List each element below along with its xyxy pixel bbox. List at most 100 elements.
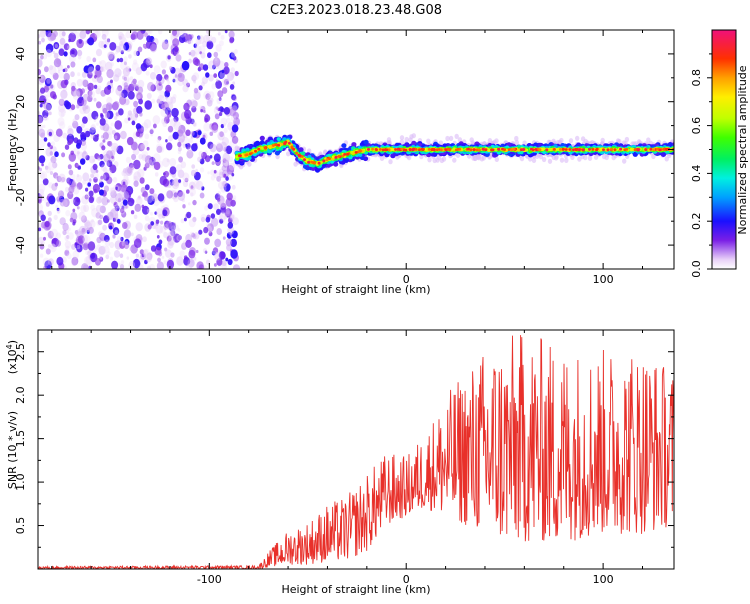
noise-blob [160, 220, 164, 225]
noise-blob [177, 146, 182, 152]
noise-blob [157, 257, 161, 263]
noise-blob [118, 33, 126, 43]
noise-blob [53, 42, 60, 50]
noise-blob [82, 93, 89, 102]
noise-blob [170, 252, 175, 258]
noise-blob [82, 79, 89, 88]
noise-blob [172, 38, 180, 47]
noise-blob [123, 42, 130, 51]
noise-blob [81, 99, 87, 106]
noise-blob [127, 197, 135, 207]
noise-blob [207, 141, 214, 149]
noise-blob [231, 72, 235, 78]
noise-blob [95, 48, 103, 57]
noise-blob [56, 207, 60, 212]
noise-blob [208, 91, 215, 99]
noise-blob [119, 207, 125, 214]
noise-blob [171, 177, 180, 187]
noise-blob [156, 85, 163, 93]
trace-halo [388, 159, 393, 165]
noise-blob [221, 180, 226, 187]
noise-blob [87, 95, 93, 103]
noise-blob [193, 256, 197, 261]
noise-blob [49, 83, 56, 91]
noise-blob [132, 59, 138, 65]
noise-blob [191, 143, 198, 152]
noise-blob [184, 109, 192, 119]
noise-blob [133, 159, 141, 170]
noise-blob [87, 66, 95, 75]
noise-blob [204, 155, 211, 163]
noise-blob [100, 173, 107, 181]
noise-blob [76, 174, 83, 183]
noise-blob [207, 171, 210, 175]
noise-blob [88, 178, 92, 182]
noise-blob [76, 182, 83, 190]
noise-blob [139, 143, 146, 152]
noise-blob [68, 54, 76, 63]
noise-blob [177, 191, 186, 201]
noise-blob [154, 211, 158, 215]
noise-blob [49, 151, 54, 156]
noise-blob [76, 104, 80, 109]
noise-blob [97, 219, 103, 226]
noise-blob [197, 35, 205, 45]
noise-blob [223, 78, 229, 86]
noise-blob [38, 155, 46, 164]
noise-blob [167, 236, 175, 246]
noise-blob [93, 176, 98, 183]
noise-blob [76, 151, 80, 155]
noise-blob [195, 168, 198, 173]
noise-blob [135, 50, 140, 57]
noise-blob [135, 90, 143, 100]
noise-blob [72, 208, 76, 213]
noise-blob [156, 225, 164, 234]
noise-blob [49, 65, 57, 76]
noise-blob [146, 35, 152, 43]
noise-blob [216, 258, 223, 266]
noise-blob [197, 35, 201, 40]
noise-blob [102, 167, 108, 173]
noise-blob [99, 60, 107, 68]
noise-blob [38, 227, 42, 232]
noise-blob [157, 94, 165, 105]
noise-blob [225, 257, 229, 262]
noise-blob [203, 109, 206, 114]
noise-blob [110, 208, 119, 218]
noise-blob [221, 260, 227, 267]
noise-blob [225, 145, 233, 155]
noise-blob [132, 258, 141, 269]
noise-blob [166, 96, 174, 105]
noise-blob [50, 243, 56, 250]
noise-blob [125, 156, 131, 164]
noise-blob [166, 112, 172, 118]
noise-blob [61, 152, 66, 158]
noise-blob [175, 164, 183, 173]
noise-blob [201, 81, 206, 87]
noise-blob [217, 195, 225, 205]
noise-blob [52, 50, 56, 55]
noise-blob [135, 222, 143, 232]
noise-blob [221, 262, 227, 269]
noise-blob [161, 41, 169, 50]
noise-blob [136, 105, 143, 114]
noise-blob [65, 245, 70, 252]
noise-blob [218, 171, 225, 179]
noise-blob [133, 180, 139, 187]
noise-blob [113, 132, 121, 141]
noise-blob [185, 239, 192, 248]
noise-blob [136, 30, 144, 40]
noise-blob [117, 197, 122, 203]
noise-blob [121, 170, 127, 177]
noise-blob [214, 251, 222, 261]
noise-blob [45, 30, 49, 33]
noise-blob [146, 208, 151, 213]
noise-blob [79, 105, 87, 115]
noise-blob [217, 107, 221, 112]
noise-blob [232, 195, 237, 200]
noise-blob [88, 220, 93, 226]
trace-cell [274, 150, 280, 156]
noise-blob [60, 112, 65, 117]
noise-blob [113, 145, 118, 151]
